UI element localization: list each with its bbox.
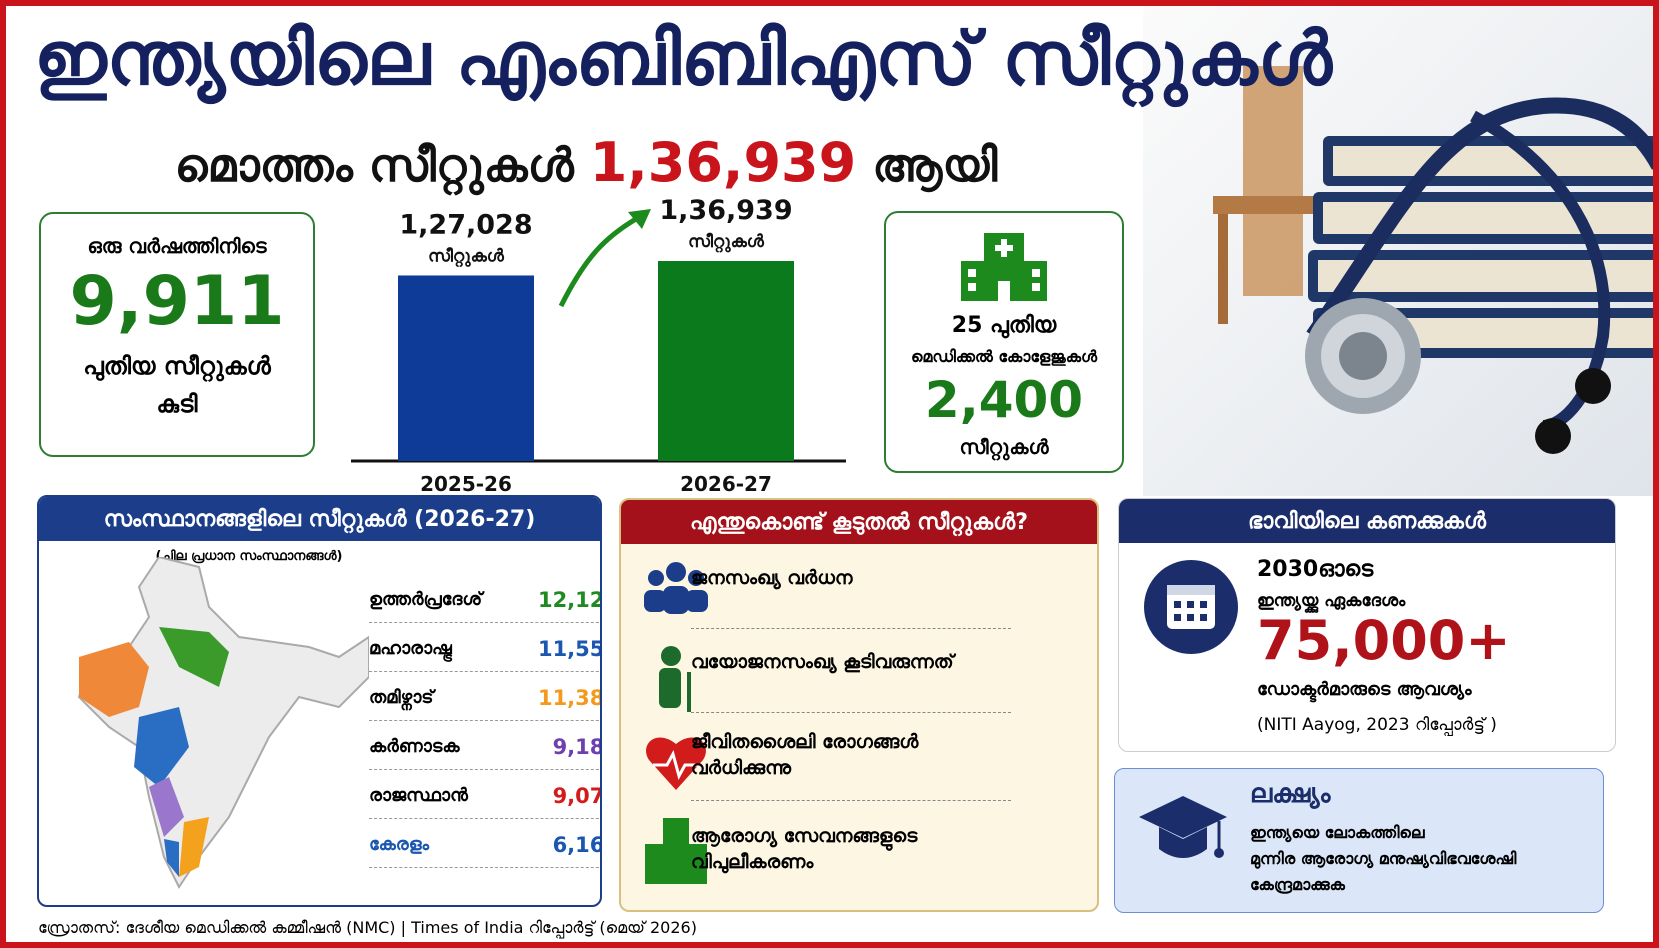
- subtitle-suffix: ആയി: [872, 138, 998, 192]
- value-label: 1,27,028: [399, 209, 532, 240]
- subtitle-total: 1,36,939: [589, 131, 857, 194]
- state-value: 11,550: [537, 636, 600, 661]
- state-row: തമിഴ്നാട് 11,385: [369, 675, 600, 721]
- reason-icons: [644, 562, 708, 884]
- goal-line: മുന്നിര ആരോഗ്യ മനുഷ്യവിഭവശേഷി: [1250, 849, 1517, 868]
- colleges-line: സീറ്റുകൾ: [959, 435, 1049, 459]
- source: സ്രോതസ്: ദേശീയ മെഡിക്കൽ കമ്മീഷൻ (NMC) | …: [38, 918, 697, 937]
- state-row: കേരളം 6,165: [369, 822, 600, 868]
- state-name: കർണാടക: [369, 736, 460, 757]
- reason: ജീവിതശൈലി രോഗങ്ങൾ വർധിക്കുന്നു: [691, 731, 919, 779]
- colleges-line: 25 പുതിയ: [951, 313, 1057, 338]
- india-map: [77, 557, 369, 889]
- hospital-icon: [961, 233, 1047, 301]
- colleges-box: 25 പുതിയ മെഡിക്കൽ കോളേജുകൾ 2,400 സീറ്റുക…: [884, 211, 1124, 473]
- x-tick-label: 2026-27: [680, 472, 772, 496]
- reason: ആരോഗ്യ സേവനങ്ങളുടെ വിപുലീകരണം: [691, 825, 918, 873]
- growth-value: 9,911: [69, 262, 285, 341]
- reasons-title: എന്തുകൊണ്ട് കൂടുതൽ സീറ്റുകൾ?: [621, 500, 1097, 544]
- goal-line: കേന്ദ്രമാക്കുക: [1250, 875, 1345, 894]
- growth-line: കുടി: [156, 390, 198, 418]
- state-name: മഹാരാഷ്ട്ര: [369, 638, 452, 659]
- states-subtitle: (ചില പ്രധാന സംസ്ഥാനങ്ങൾ): [155, 549, 343, 564]
- state-name: ഉത്തർപ്രദേശ്: [369, 589, 483, 610]
- bar-chart: 1,27,028 സീറ്റുകൾ 2025-26 1,36,939 സീറ്റുകൾ 2…: [351, 196, 846, 496]
- growth-label: ഒരു വർഷത്തിനിടെ: [87, 234, 267, 258]
- growth-box: ഒരു വർഷത്തിനിടെ 9,911 പുതിയ സീറ്റുകൾ കുട…: [39, 212, 315, 457]
- growth-line: പുതിയ സീറ്റുകൾ: [83, 352, 271, 380]
- state-name: തമിഴ്നാട്: [369, 687, 434, 708]
- calendar-icon: [1144, 560, 1238, 654]
- colleges-value: 2,400: [924, 371, 1084, 429]
- title: ഇന്ത്യയിലെ എംബിബിഎസ് സീറ്റുകൾ: [34, 16, 1332, 102]
- goal-line: ഇന്ത്യയെ ലോകത്തിലെ: [1250, 823, 1425, 842]
- value-unit: സീറ്റുകൾ: [428, 246, 505, 267]
- states-panel: സംസ്ഥാനങ്ങളിലെ സീറ്റുകൾ (2026-27) (ചില പ…: [37, 495, 602, 907]
- future-panel: ഭാവിയിലെ കണക്കുകൾ 2030ഓടെ ഇന്ത്യയ്ക്കു ഏ…: [1118, 498, 1616, 752]
- future-line: ഡോക്ടർമാരുടെ ആവശ്യം: [1257, 679, 1472, 700]
- subtitle: മൊത്തം സീറ്റുകൾ 1,36,939 ആയി: [6, 131, 1166, 194]
- goal-title: ലക്ഷ്യം: [1250, 779, 1331, 809]
- x-tick-label: 2025-26: [420, 472, 512, 496]
- state-name: കേരളം: [369, 834, 430, 855]
- state-value: 6,165: [552, 832, 600, 857]
- reason: വയോജനസംഖ്യ കൂടിവരുന്നത്: [691, 651, 954, 673]
- future-note: (NITI Aayog, 2023 റിപ്പോർട്ട് ): [1257, 715, 1497, 735]
- photo: [1143, 6, 1653, 496]
- future-value: 75,000+: [1257, 609, 1511, 672]
- state-row: മഹാരാഷ്ട്ര 11,550: [369, 626, 600, 672]
- state-value: 11,385: [537, 685, 600, 710]
- goal-box: ലക്ഷ്യം ഇന്ത്യയെ ലോകത്തിലെ മുന്നിര ആരോഗ്…: [1114, 768, 1604, 913]
- state-value: 9,076: [552, 783, 600, 808]
- state-row: രാജസ്ഥാൻ 9,076: [369, 773, 600, 819]
- value-unit: സീറ്റുകൾ: [688, 232, 765, 253]
- reason: ജനസംഖ്യ വർധന: [691, 567, 853, 589]
- future-line: ഇന്ത്യയ്ക്കു ഏകദേശം: [1257, 591, 1406, 611]
- bar: [398, 275, 534, 461]
- future-title: ഭാവിയിലെ കണക്കുകൾ: [1119, 499, 1615, 543]
- state-value: 9,187: [552, 734, 600, 759]
- state-row: കർണാടക 9,187: [369, 724, 600, 770]
- state-row: ഉത്തർപ്രദേശ് 12,129: [369, 577, 600, 623]
- colleges-line: മെഡിക്കൽ കോളേജുകൾ: [910, 347, 1098, 366]
- future-line: 2030ഓടെ: [1257, 557, 1374, 582]
- state-value: 12,129: [537, 587, 600, 612]
- cap-icon: [1139, 796, 1227, 858]
- subtitle-prefix: മൊത്തം സീറ്റുകൾ: [174, 138, 574, 192]
- states-title: സംസ്ഥാനങ്ങളിലെ സീറ്റുകൾ (2026-27): [39, 497, 600, 541]
- value-label: 1,36,939: [659, 196, 792, 226]
- reasons-panel: എന്തുകൊണ്ട് കൂടുതൽ സീറ്റുകൾ? ജനസംഖ്യ വർധ…: [619, 498, 1099, 912]
- state-name: രാജസ്ഥാൻ: [369, 785, 468, 806]
- bar: [658, 261, 794, 461]
